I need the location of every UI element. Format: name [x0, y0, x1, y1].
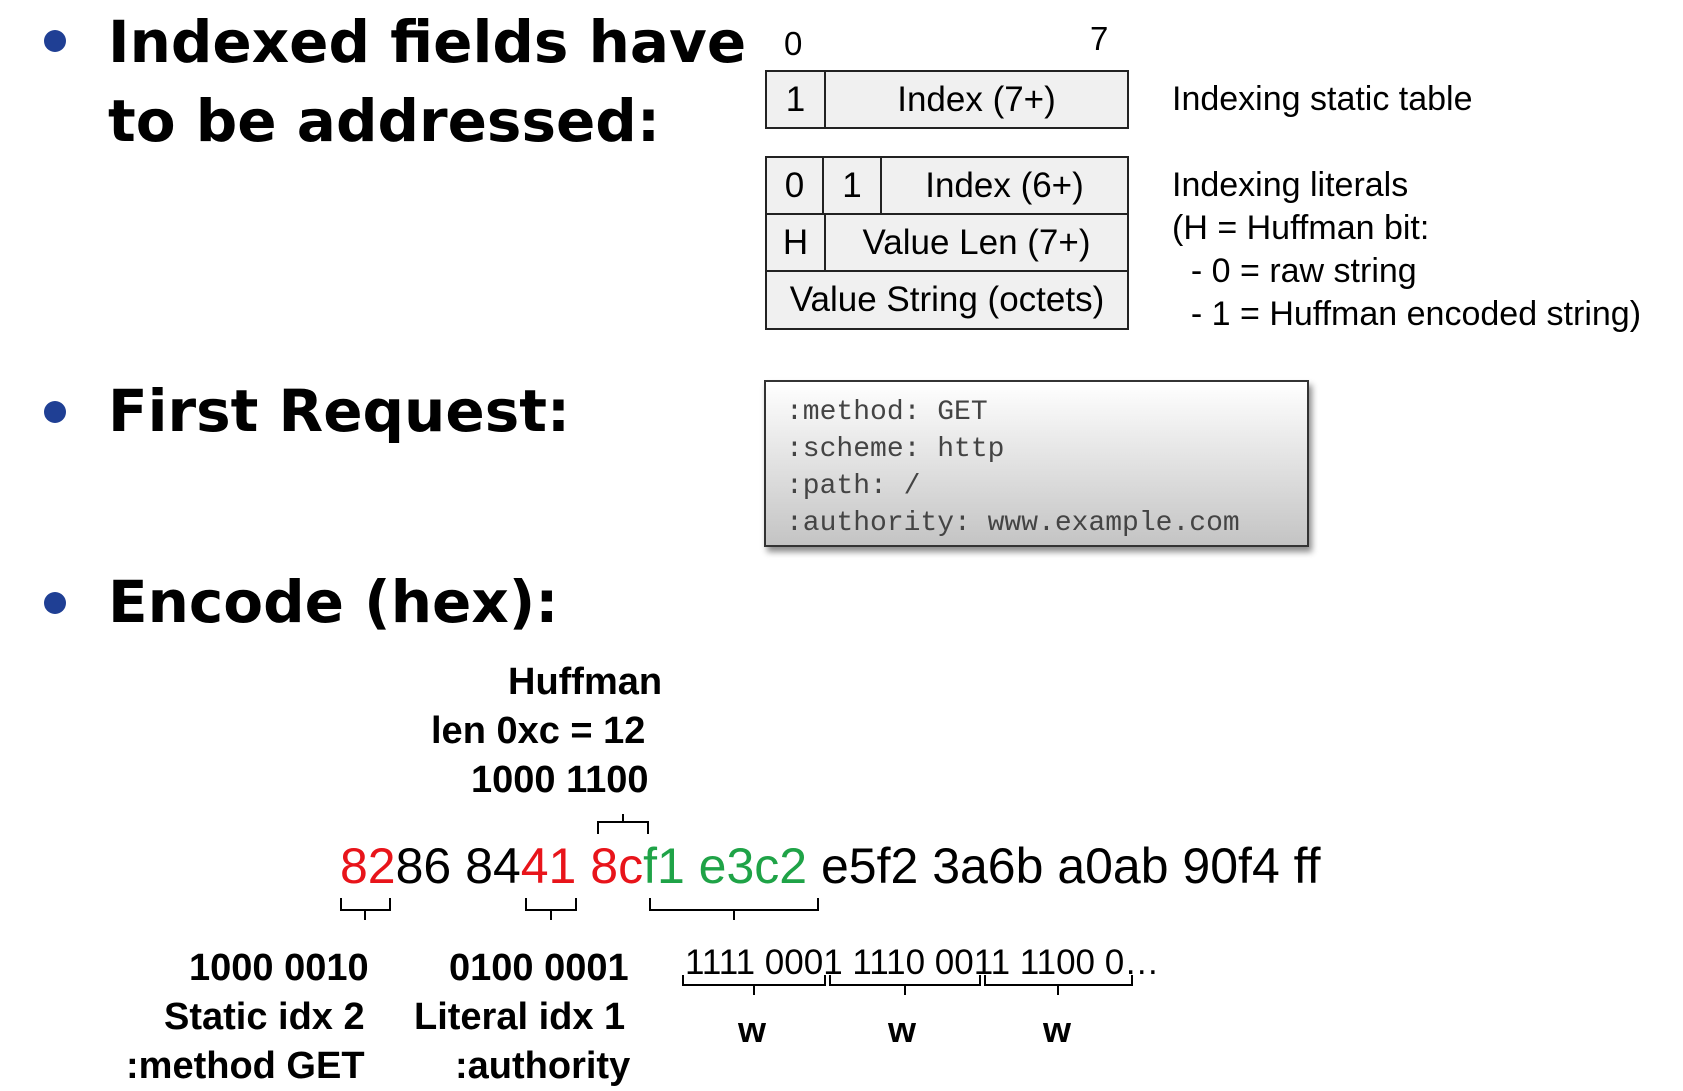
brace-literal-idx	[525, 898, 577, 920]
request-line: :scheme: http	[786, 434, 1005, 465]
bullet-dot	[44, 401, 66, 423]
static-idx-header: :method GET	[126, 1045, 365, 1087]
huffman-bits: 1000 1100	[471, 759, 649, 801]
caption-line: - 0 = raw string	[1172, 252, 1417, 290]
literal-index-cell: Index (6+)	[880, 156, 1129, 215]
huffman-char-w: w	[888, 1009, 917, 1050]
brace-w3	[984, 975, 1133, 995]
caption-line: (H = Huffman bit:	[1172, 209, 1430, 247]
static-idx-binary: 1000 0010	[189, 947, 369, 989]
caption-line: - 1 = Huffman encoded string)	[1172, 295, 1642, 333]
heading-indexed-line1: Indexed fields have	[108, 8, 747, 76]
brace-static-idx	[340, 898, 391, 920]
bullet-dot	[44, 592, 66, 614]
bit-label-start: 0	[784, 25, 803, 62]
hex-huffman-len: 8c	[576, 838, 644, 894]
literal-bit0-cell: 0	[765, 156, 824, 215]
brace-w2	[829, 975, 981, 995]
literal-value-string-cell: Value String (octets)	[765, 270, 1129, 330]
request-line: :path: /	[786, 471, 921, 502]
static-bit-cell: 1	[765, 70, 826, 129]
heading-first-request: First Request:	[108, 377, 571, 445]
hex-encoding: 8286 8441 8cf1 e3c2 e5f2 3a6b a0ab 90f4 …	[340, 836, 1321, 896]
bit-label-end: 7	[1090, 20, 1109, 57]
brace-w1	[682, 975, 826, 995]
hex-segment: 86 84	[395, 838, 521, 894]
huffman-char-w: w	[1043, 1009, 1072, 1050]
literal-idx-binary: 0100 0001	[449, 947, 629, 989]
static-idx-label: Static idx 2	[164, 996, 365, 1038]
request-line: :authority: www.example.com	[786, 508, 1240, 539]
hex-huffman-data: f1 e3c2	[643, 838, 808, 894]
request-line: :method: GET	[786, 397, 988, 428]
brace-huffman-len	[597, 814, 649, 834]
caption-line: Indexing literals	[1172, 166, 1409, 204]
request-headers-box: :method: GET :scheme: http :path: / :aut…	[764, 380, 1309, 547]
huffman-char-w: w	[738, 1009, 767, 1050]
huffman-title: Huffman	[508, 661, 663, 703]
literal-idx-label: Literal idx 1	[414, 996, 626, 1038]
literal-idx-header: :authority	[455, 1045, 631, 1087]
huffman-length: len 0xc = 12	[431, 710, 646, 752]
literal-bit1-cell: 1	[822, 156, 882, 215]
hex-literal-idx: 41	[520, 838, 577, 894]
static-table-caption: Indexing static table	[1172, 80, 1473, 118]
hex-remaining: e5f2 3a6b a0ab 90f4 ff	[807, 838, 1321, 894]
bullet-dot	[44, 30, 66, 52]
heading-encode: Encode (hex):	[108, 568, 559, 636]
heading-indexed-line2: to be addressed:	[108, 87, 661, 155]
static-index-cell: Index (7+)	[824, 70, 1129, 129]
huffman-bit-stream: 1111 0001 1110 0011 1100 0…	[685, 943, 1160, 982]
hex-static-idx: 82	[340, 838, 396, 894]
literal-value-len-cell: Value Len (7+)	[824, 213, 1129, 272]
brace-huffman-data	[649, 898, 819, 920]
